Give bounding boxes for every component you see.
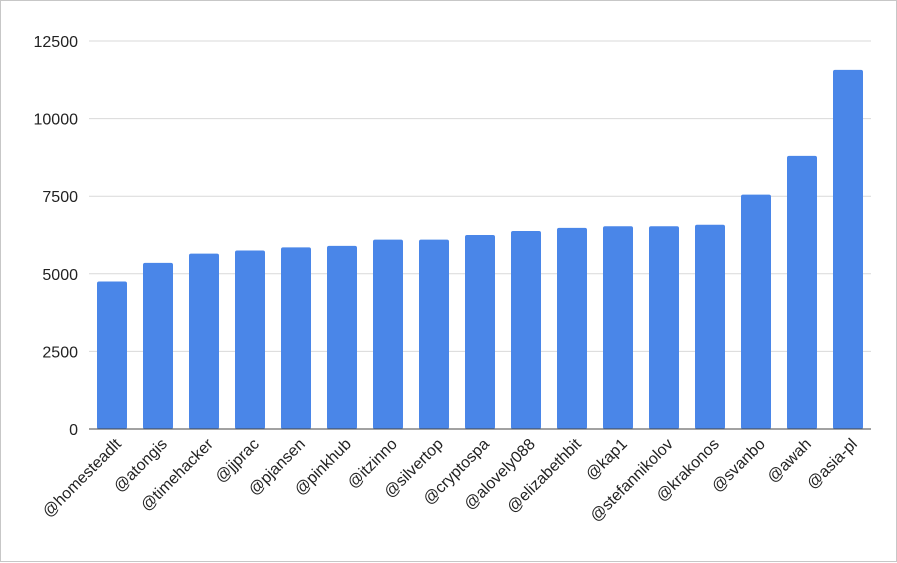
y-tick-label: 12500	[34, 34, 79, 51]
bar	[833, 69, 863, 430]
bar	[511, 230, 541, 429]
x-axis-labels: @homesteadlt@atongis@timehacker@jjprac@p…	[40, 435, 861, 525]
y-tick-label: 10000	[34, 112, 79, 129]
gridlines	[89, 40, 871, 352]
bar	[465, 235, 495, 429]
bar	[787, 155, 817, 429]
y-tick-label: 7500	[42, 189, 78, 206]
x-tick-label: @homesteadlt	[40, 435, 126, 521]
bar	[557, 227, 587, 429]
x-tick-label: @stefannikolov	[587, 436, 677, 526]
bar	[603, 226, 633, 429]
y-tick-label: 0	[69, 422, 78, 439]
bar	[327, 245, 357, 429]
bar	[189, 253, 219, 429]
y-tick-label: 2500	[42, 344, 78, 361]
y-tick-label: 5000	[42, 267, 78, 284]
bar	[419, 239, 449, 429]
bar	[695, 224, 725, 429]
y-axis-ticks: 0 2500 5000 7500 10000 12500	[34, 34, 79, 439]
bar	[235, 250, 265, 429]
bar	[281, 247, 311, 429]
bar	[649, 226, 679, 429]
bar	[97, 281, 127, 429]
x-tick-label: @asia-pl	[804, 436, 861, 493]
bar	[741, 194, 771, 429]
bar	[373, 239, 403, 429]
bars	[97, 69, 863, 430]
bar	[143, 262, 173, 429]
